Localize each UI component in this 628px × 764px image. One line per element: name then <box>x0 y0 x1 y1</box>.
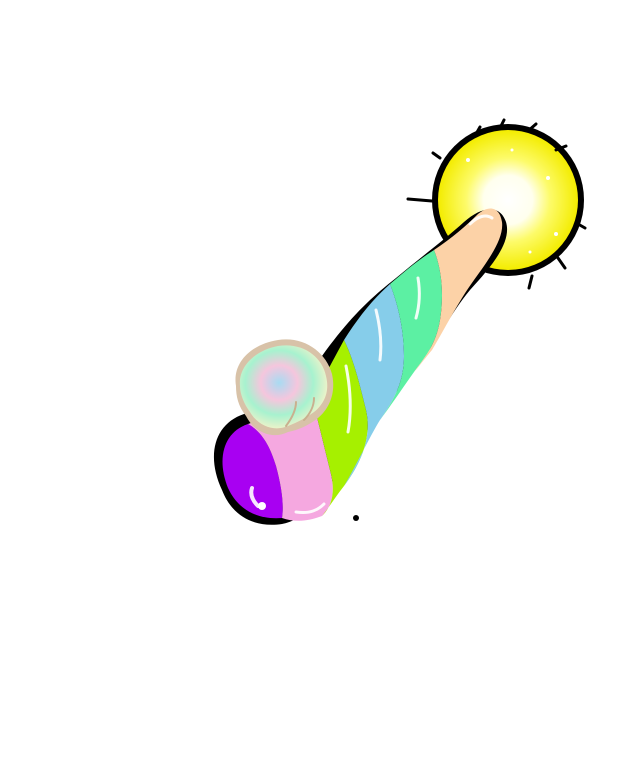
paw-fill <box>239 345 328 429</box>
stripe-mint <box>380 250 442 420</box>
paw-toe-lines <box>285 397 315 427</box>
pastel-paw <box>235 339 334 436</box>
glow-spikes <box>406 118 587 290</box>
ink-dot <box>353 515 359 521</box>
horn-highlights <box>249 214 494 514</box>
highlight-dot <box>258 502 266 510</box>
stripe-sky-blue <box>344 284 404 486</box>
stripe-peach <box>414 208 503 372</box>
glow-sparkles <box>466 148 558 254</box>
rainbow-horn <box>213 208 508 525</box>
stripe-purple <box>222 424 283 519</box>
